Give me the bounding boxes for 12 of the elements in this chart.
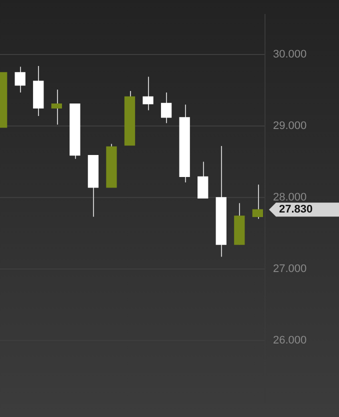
- y-tick-label: 26.000: [273, 334, 307, 346]
- candlestick: [198, 161, 208, 199]
- y-tick-label: 29.000: [273, 120, 307, 132]
- candlestick: [14, 66, 26, 93]
- candlestick: [51, 89, 62, 126]
- y-tick-label: 30.000: [273, 48, 307, 61]
- candlestick: [160, 92, 172, 124]
- y-tick-label: 28.000: [273, 191, 307, 204]
- candlestick: [142, 76, 154, 111]
- y-tick-label: 27.000: [273, 262, 307, 275]
- candlestick: [252, 184, 264, 220]
- text: 27.830: [279, 204, 313, 216]
